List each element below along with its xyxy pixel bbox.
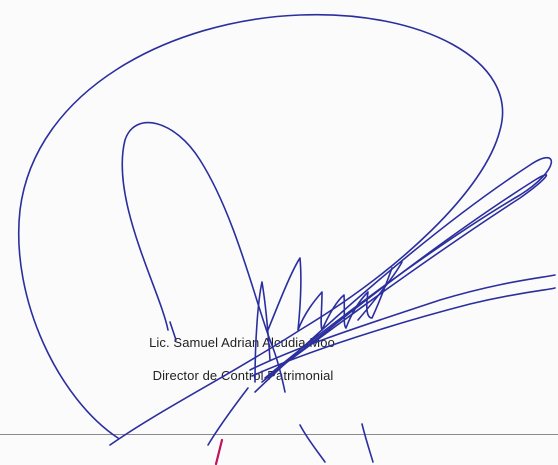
footer-divider <box>0 434 558 435</box>
signer-title: Director de Control Patrimonial <box>152 368 334 383</box>
signer-name: Lic. Samuel Adrian Alcudia Moo <box>149 335 335 350</box>
